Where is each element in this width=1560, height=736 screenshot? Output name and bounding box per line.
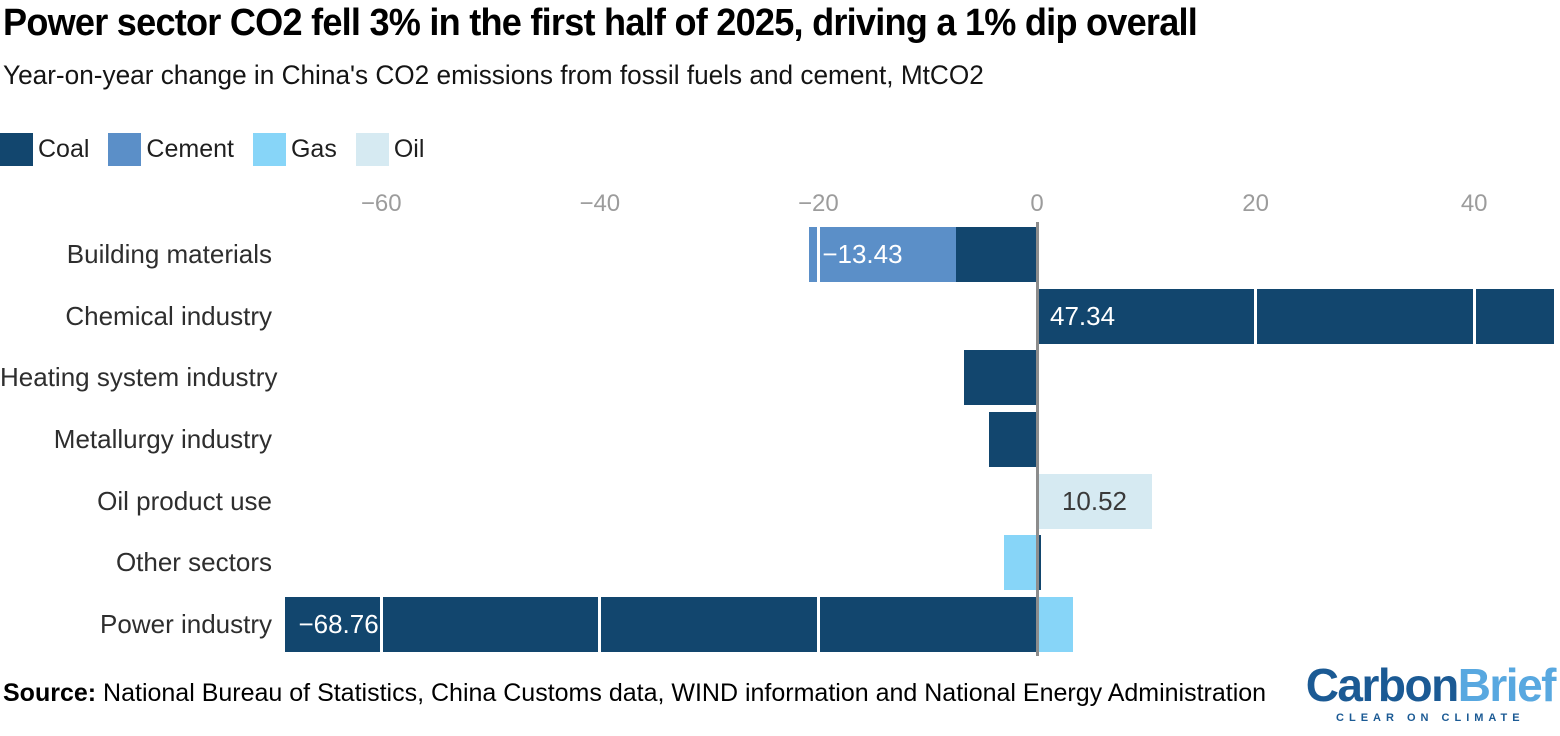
source-label: Source: (3, 679, 97, 707)
logo-tagline: CLEAR ON CLIMATE (1336, 711, 1525, 724)
category-label: Heating system industry (0, 362, 278, 393)
logo-part-carbon: Carbon (1305, 659, 1460, 711)
page-title: Power sector CO2 fell 3% in the first ha… (3, 2, 1198, 44)
gridline (1254, 222, 1258, 656)
bar-heating-system-industry-coal (963, 350, 1037, 406)
bar-oil-product-use-oil (1037, 473, 1152, 529)
legend-swatch-oil (355, 133, 389, 166)
x-axis-tick: 0 (1030, 190, 1044, 217)
bar-power-industry-gas (1037, 597, 1074, 653)
carbonbrief-logo: CarbonBrief CLEAR ON CLIMATE (1305, 659, 1557, 724)
category-label: Power industry (100, 609, 272, 640)
legend-label: Gas (290, 135, 337, 163)
category-label: Building materials (66, 239, 272, 269)
category-label: Other sectors (115, 547, 272, 578)
source-note: Source: National Bureau of Statistics, C… (3, 679, 1266, 708)
chart-subtitle: Year-on-year change in China's CO2 emiss… (3, 60, 984, 90)
bar-value-label: 47.34 (1050, 300, 1116, 331)
category-label: Metallurgy industry (53, 424, 272, 454)
legend: Coal Cement Gas Oil (0, 133, 424, 166)
legend-swatch-cement (108, 133, 142, 166)
x-axis-tick: −40 (579, 190, 621, 217)
logo-part-brief: Brief (1457, 659, 1557, 711)
legend-label: Cement (146, 135, 234, 163)
gridline (379, 222, 383, 656)
bar-chemical-industry-coal (1037, 288, 1555, 344)
bar-building-materials-coal (956, 227, 1037, 282)
legend-item-oil: Oil (355, 133, 425, 166)
bar-power-industry-coal (285, 597, 1037, 653)
legend-item-cement: Cement (108, 133, 234, 166)
x-axis-tick: 40 (1460, 190, 1488, 217)
bar-value-label: −68.76 (298, 609, 379, 640)
legend-item-coal: Coal (0, 133, 89, 166)
axis-zero-line (1035, 222, 1039, 656)
category-label: Chemical industry (65, 300, 272, 331)
bar-metallurgy-industry-coal (988, 412, 1037, 467)
carbonbrief-wordmark: CarbonBrief (1305, 659, 1557, 711)
bar-value-label: −13.43 (822, 239, 903, 269)
gridline (816, 222, 820, 656)
x-axis-tick: 20 (1242, 190, 1269, 217)
legend-swatch-coal (0, 133, 33, 166)
legend-swatch-gas (252, 133, 286, 166)
gridline (598, 222, 602, 656)
bar-value-label: 10.52 (1061, 485, 1128, 516)
legend-label: Oil (393, 135, 425, 163)
x-axis-tick: −20 (798, 190, 839, 217)
category-label: Oil product use (97, 485, 272, 516)
x-axis-tick: −60 (360, 190, 402, 217)
gridline (1472, 222, 1476, 656)
source-text: National Bureau of Statistics, China Cus… (96, 679, 1267, 707)
legend-item-gas: Gas (252, 133, 337, 166)
bar-other-sectors-coal (1037, 535, 1042, 591)
legend-label: Coal (38, 135, 90, 163)
bar-other-sectors-gas (1004, 535, 1037, 591)
bar-building-materials-cement (809, 227, 957, 282)
